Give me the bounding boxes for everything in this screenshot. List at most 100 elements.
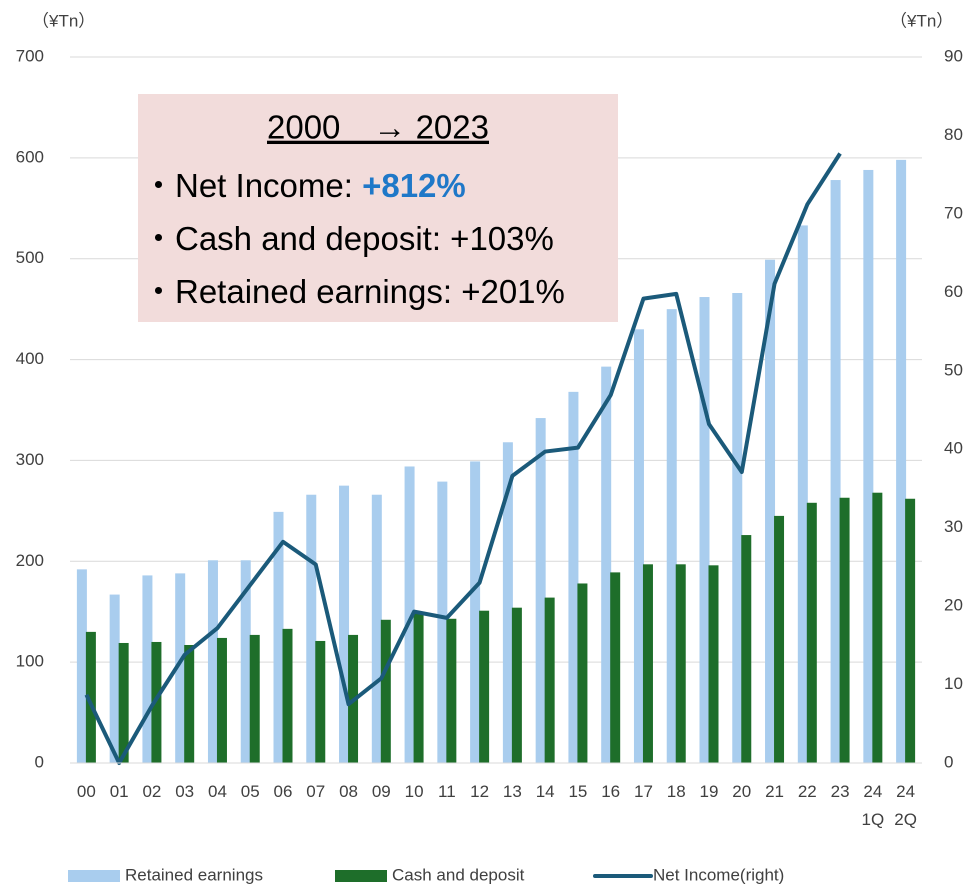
x-tick-label: 12	[470, 782, 489, 801]
bar	[413, 611, 424, 763]
y-tick-label: 400	[16, 349, 44, 368]
bar	[142, 575, 153, 763]
bar	[610, 572, 621, 763]
y2-tick-label: 60	[944, 282, 963, 301]
bar	[446, 618, 457, 763]
x-tick-label: 16	[601, 782, 620, 801]
x-tick-label: 03	[175, 782, 194, 801]
bar	[175, 573, 186, 763]
bar	[577, 583, 588, 763]
bar	[699, 297, 710, 763]
y2-tick-label: 90	[944, 46, 963, 65]
bar	[863, 169, 874, 763]
annotation-line: ・Net Income: +812%	[142, 167, 466, 204]
x-tick-label: 18	[667, 782, 686, 801]
bar	[216, 637, 227, 763]
x-tick-label: 00	[77, 782, 96, 801]
y2-tick-label: 0	[944, 752, 953, 771]
x-tick-label: 05	[241, 782, 260, 801]
legend-label: Retained earnings	[125, 865, 263, 884]
bar	[830, 180, 841, 763]
y2-tick-label: 20	[944, 596, 963, 615]
y-tick-label: 500	[16, 248, 44, 267]
legend-label: Net Income(right)	[653, 865, 784, 884]
bar	[306, 494, 317, 763]
bar	[470, 461, 481, 763]
y2-tick-label: 50	[944, 360, 963, 379]
bar	[544, 597, 555, 763]
y2-tick-label: 10	[944, 674, 963, 693]
bar	[633, 329, 644, 763]
y-tick-label: 600	[16, 147, 44, 166]
y-tick-label: 300	[16, 450, 44, 469]
y-tick-label: 0	[35, 752, 44, 771]
bar	[404, 466, 415, 763]
bar	[741, 535, 752, 763]
bar	[380, 619, 391, 763]
bar	[273, 511, 284, 763]
annotation-highlight: +812%	[362, 167, 466, 204]
bar	[774, 515, 785, 763]
bar	[118, 642, 129, 763]
bar	[437, 481, 448, 763]
x-tick-label: 10	[405, 782, 424, 801]
bar	[601, 366, 612, 763]
y-tick-label: 100	[16, 652, 44, 671]
bar	[806, 502, 817, 763]
legend-swatch	[335, 870, 387, 882]
annotation-box	[138, 94, 618, 322]
y2-tick-label: 70	[944, 203, 963, 222]
bar	[282, 628, 293, 763]
bar	[371, 494, 382, 763]
annotation-title: 2000 → 2023	[267, 109, 489, 146]
bar	[502, 442, 513, 763]
x-tick-label: 17	[634, 782, 653, 801]
bar	[568, 391, 579, 763]
x-tick-label: 04	[208, 782, 227, 801]
bar	[896, 159, 907, 764]
x-tick-label: 07	[306, 782, 325, 801]
x-tick-label: 08	[339, 782, 358, 801]
bar	[249, 634, 260, 763]
bar	[315, 640, 326, 763]
annotation: 2000 → 2023 ・Net Income: +812% ・Cash and d…	[138, 94, 618, 322]
annotation-label: ・Cash and deposit: +103%	[142, 220, 554, 257]
bar	[207, 560, 218, 763]
bar	[905, 498, 916, 763]
annotation-line: ・Retained earnings: +201%	[142, 273, 565, 310]
bar	[708, 565, 719, 763]
x-tick-label: 21	[765, 782, 784, 801]
annotation-label: ・Retained earnings: +201%	[142, 273, 565, 310]
x-tick-label: 02	[142, 782, 161, 801]
bar	[511, 607, 522, 763]
x-tick-label: 15	[568, 782, 587, 801]
bar	[535, 418, 546, 763]
x-tick-label: 24 1Q	[862, 782, 885, 829]
bar	[184, 644, 195, 763]
x-tick-label: 22	[798, 782, 817, 801]
bar	[675, 564, 686, 763]
bar	[839, 497, 850, 763]
x-tick-label: 23	[831, 782, 850, 801]
x-tick-label: 20	[732, 782, 751, 801]
x-tick-label: 14	[536, 782, 555, 801]
x-tick-label: 19	[700, 782, 719, 801]
bar	[76, 569, 87, 763]
y-tick-label: 200	[16, 551, 44, 570]
bar	[240, 560, 251, 763]
y-axis-unit: （¥Tn）	[32, 11, 95, 30]
x-tick-label: 11	[438, 782, 456, 801]
bar	[642, 564, 653, 763]
bar	[765, 259, 776, 763]
legend-swatch	[68, 870, 120, 882]
bar	[339, 485, 350, 763]
bar	[479, 610, 490, 763]
x-tick-label: 06	[274, 782, 293, 801]
y-tick-label: 700	[16, 46, 44, 65]
x-tick-label: 01	[110, 782, 129, 801]
bar	[872, 492, 883, 763]
annotation-line: ・Cash and deposit: +103%	[142, 220, 554, 257]
bar	[666, 309, 677, 763]
bar	[109, 594, 120, 763]
